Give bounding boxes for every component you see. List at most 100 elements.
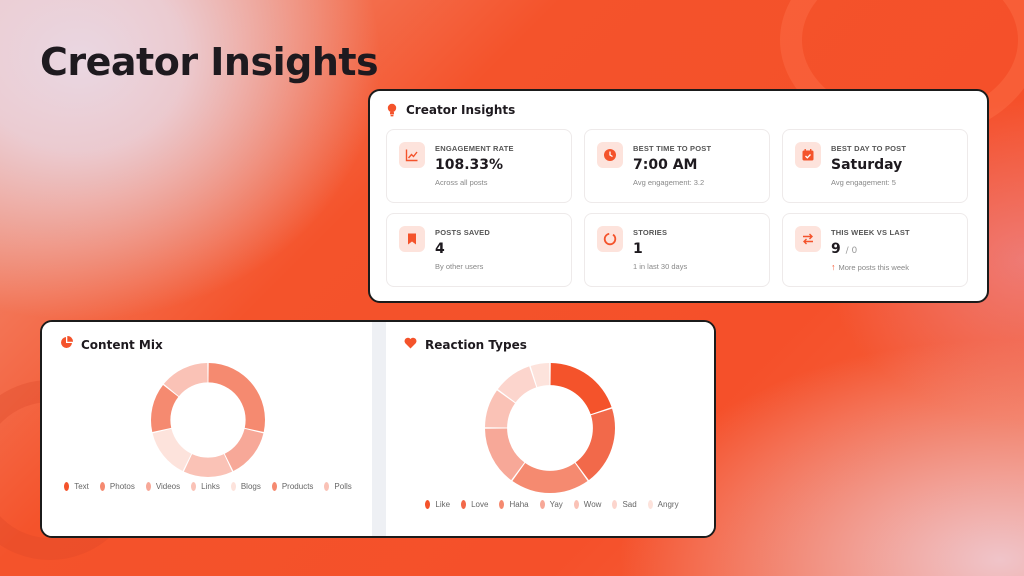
card-value: 7:00 AM [633,157,698,173]
donut-slice-products[interactable] [151,384,179,433]
legend-item-photos[interactable]: Photos [99,482,135,491]
legend-item-polls[interactable]: Polls [324,482,352,491]
card-label: ENGAGEMENT RATE [435,144,514,153]
heart-icon [404,336,417,354]
best-day-card: BEST DAY TO POST Saturday Avg engagement… [782,129,968,203]
legend-swatch [145,482,151,491]
donut-slice-yay[interactable] [485,428,525,481]
card-value: 9 / 0 [831,241,910,257]
arrows-swap-icon [795,226,821,252]
legend-label: Love [471,500,489,509]
content-mix-panel: Content Mix Text Photos Videos Links Blogs Pr… [42,322,372,536]
best-time-card: BEST TIME TO POST 7:00 AM Avg engagement… [584,129,770,203]
donut-slice-wow[interactable] [485,390,515,428]
card-label: BEST DAY TO POST [831,144,907,153]
card-value: Saturday [831,157,903,173]
donut-slice-sad[interactable] [497,366,537,403]
legend-swatch [99,482,105,491]
card-value-main: 9 [831,241,841,257]
legend-swatch [324,482,330,491]
legend-swatch [230,482,236,491]
trending-chart-icon [399,142,425,168]
legend-item-yay[interactable]: Yay [539,500,563,509]
legend-label: Photos [109,482,135,491]
clock-icon [597,142,623,168]
legend-item-wow[interactable]: Wow [573,500,602,509]
card-note: 1 in last 30 days [633,262,688,271]
card-value: 1 [633,241,643,257]
legend-label: Videos [155,482,181,491]
panel-title: Reaction Types [425,338,527,352]
donut-slice-videos[interactable] [224,428,264,472]
card-note: ↑ More posts this week [831,262,910,272]
card-note-text: More posts this week [838,262,909,272]
panel-title: Creator Insights [406,103,516,117]
reaction-types-legend: Like Love Haha Yay Wow Sad Angry [404,500,700,509]
card-label: POSTS SAVED [435,228,490,237]
card-value: 4 [435,241,445,257]
donut-slice-like[interactable] [550,363,612,415]
legend-item-links[interactable]: Links [191,482,220,491]
legend-item-products[interactable]: Products [271,482,314,491]
card-note: Avg engagement: 3.2 [633,178,705,187]
donut-slice-angry[interactable] [530,363,550,388]
legend-item-love[interactable]: Love [461,500,488,509]
donut-slice-links[interactable] [183,454,233,477]
legend-label: Like [435,500,451,509]
legend-swatch [647,500,653,509]
legend-swatch [425,500,431,509]
donut-slice-love[interactable] [575,408,615,481]
legend-item-text[interactable]: Text [64,482,89,491]
legend-item-haha[interactable]: Haha [499,500,529,509]
card-note: By other users [435,262,484,271]
charts-panel: Content Mix Text Photos Videos Links Blogs Pr… [40,320,716,538]
legend-label: Yay [549,500,563,509]
legend-label: Angry [657,500,679,509]
card-label: STORIES [633,228,668,237]
legend-item-sad[interactable]: Sad [612,500,637,509]
legend-label: Sad [622,500,637,509]
legend-label: Blogs [240,482,261,491]
lightbulb-icon [386,103,398,117]
legend-swatch [573,500,579,509]
panel-title: Content Mix [81,338,163,352]
panel-header: Content Mix [60,335,354,354]
card-value: 108.33% [435,157,504,173]
legend-swatch [499,500,505,509]
legend-swatch [271,482,277,491]
legend-swatch [461,500,467,509]
panel-header: Reaction Types [404,336,698,354]
bookmark-icon [399,226,425,252]
donut-slice-photos[interactable] [208,363,265,433]
legend-swatch [539,500,545,509]
legend-item-like[interactable]: Like [425,500,450,509]
donut-slice-blogs[interactable] [152,428,192,472]
legend-label: Polls [334,482,352,491]
stories-card: STORIES 1 1 in last 30 days [584,213,770,287]
legend-label: Text [74,482,89,491]
reaction-types-panel: Reaction Types Like Love Haha Yay Wow Sad Angr… [386,322,714,536]
legend-swatch [191,482,197,491]
legend-label: Haha [509,500,529,509]
pie-chart-icon [60,335,74,354]
card-note: Avg engagement: 5 [831,178,896,187]
legend-label: Links [201,482,220,491]
donut-slice-polls[interactable] [163,363,208,397]
legend-item-blogs[interactable]: Blogs [230,482,261,491]
legend-item-videos[interactable]: Videos [145,482,181,491]
legend-label: Products [281,482,314,491]
circle-dashed-icon [597,226,623,252]
calendar-check-icon [795,142,821,168]
card-value-sub: / 0 [845,246,858,256]
insights-grid: ENGAGEMENT RATE 108.33% Across all posts… [386,129,971,287]
content-mix-legend: Text Photos Videos Links Blogs Products Polls [60,482,356,491]
legend-swatch [64,482,70,491]
content-mix-donut [151,363,265,477]
donut-slice-haha[interactable] [512,463,588,493]
page-title: Creator Insights [40,40,379,84]
legend-label: Wow [583,500,602,509]
legend-item-angry[interactable]: Angry [647,500,679,509]
reaction-types-donut [485,363,615,493]
engagement-rate-card: ENGAGEMENT RATE 108.33% Across all posts [386,129,572,203]
creator-insights-panel: Creator Insights ENGAGEMENT RATE 108.33%… [368,89,989,303]
